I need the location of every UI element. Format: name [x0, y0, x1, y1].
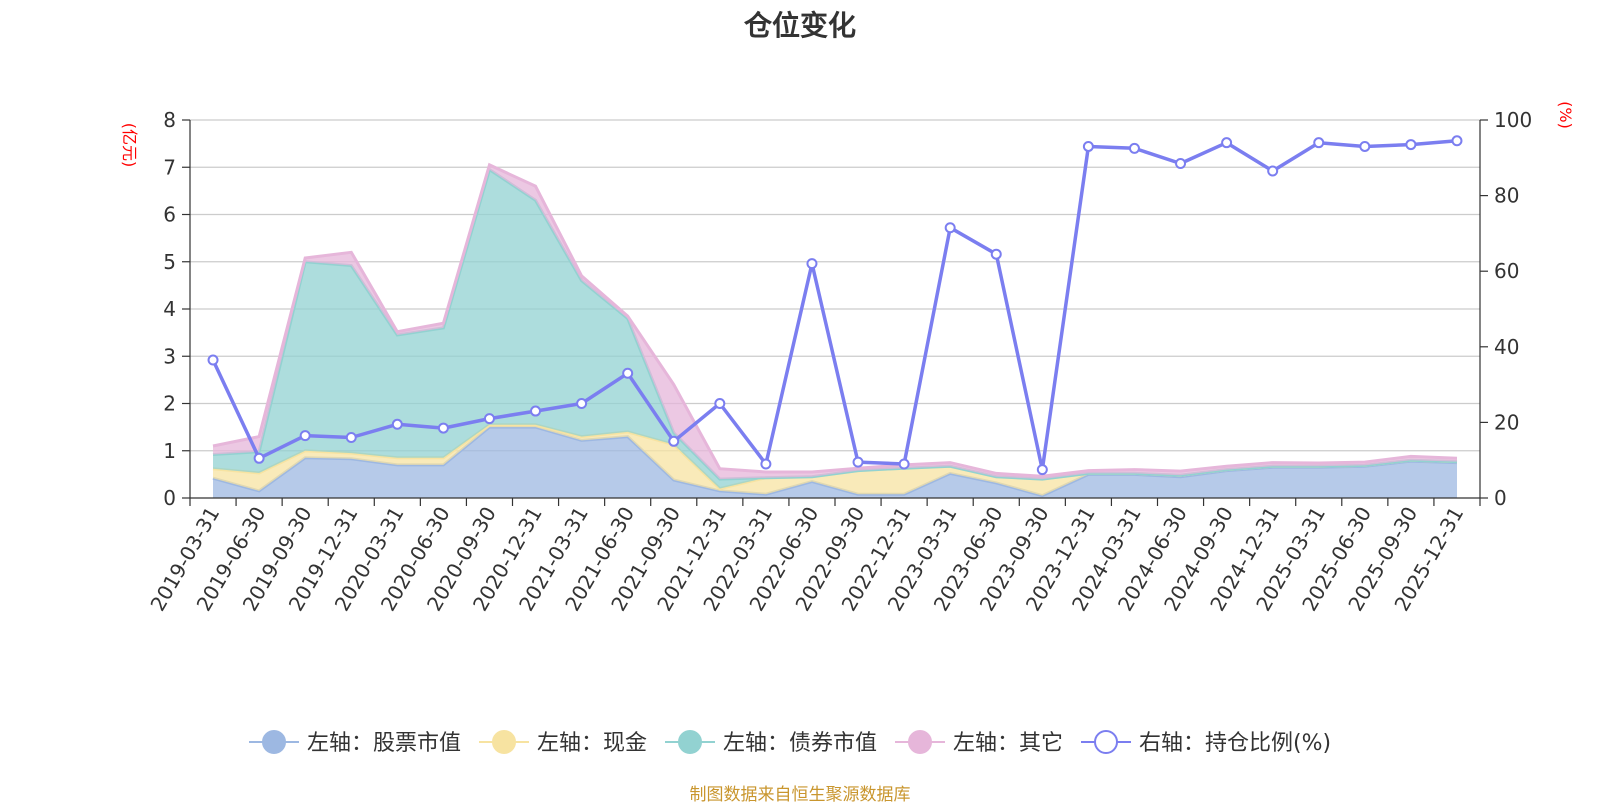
line-point — [437, 422, 449, 434]
line-point — [760, 458, 772, 470]
line-point — [1128, 142, 1140, 154]
line-point — [1082, 140, 1094, 152]
area-series — [213, 427, 1457, 498]
line-point — [1175, 157, 1187, 169]
line-point — [1359, 140, 1371, 152]
chart-title: 仓位变化 — [743, 9, 856, 42]
right-axis-tick-label: 80 — [1494, 184, 1519, 208]
area-series — [213, 169, 1457, 489]
legend-label: 左轴：股票市值 — [307, 731, 461, 756]
line-point — [1036, 464, 1048, 476]
right-axis-tick-label: 60 — [1494, 259, 1519, 283]
line-point — [345, 432, 357, 444]
line-point — [714, 398, 726, 409]
line-point — [1267, 165, 1279, 177]
left-axis-tick-label: 0 — [163, 486, 176, 510]
left-axis-unit: (亿元) — [120, 123, 139, 168]
legend: 左轴：股票市值 左轴：现金 左轴：债券市值 左轴：其它 右轴：持仓比例(%) — [249, 730, 1331, 756]
legend-item: 左轴：股票市值 — [249, 730, 461, 756]
source-note: 制图数据来自恒生聚源数据库 — [689, 785, 911, 805]
line-point — [944, 222, 956, 234]
line-point — [576, 398, 588, 409]
right-axis-tick-label: 40 — [1494, 335, 1519, 359]
left-axis-tick-label: 6 — [163, 203, 176, 227]
left-axis-tick-label: 7 — [163, 155, 176, 179]
line-point — [668, 435, 680, 447]
left-axis-tick-label: 5 — [163, 250, 176, 274]
right-axis-unit: (%) — [1556, 101, 1575, 129]
line-point — [1451, 135, 1463, 147]
legend-label: 右轴：持仓比例(%) — [1139, 731, 1331, 756]
left-axis-tick-label: 1 — [163, 439, 176, 463]
legend-swatch-marker — [1094, 730, 1118, 754]
line-point — [898, 458, 910, 470]
legend-item: 左轴：债券市值 — [665, 730, 877, 756]
right-axis-tick-label: 20 — [1494, 410, 1519, 434]
legend-swatch-marker — [262, 730, 286, 754]
legend-item: 左轴：现金 — [479, 730, 647, 756]
legend-swatch-marker — [492, 730, 516, 754]
left-axis-tick-label: 8 — [163, 108, 176, 132]
line-point — [253, 452, 265, 464]
line-point — [391, 418, 403, 430]
line-point — [1221, 137, 1233, 149]
line-point — [1313, 137, 1325, 149]
legend-label: 左轴：现金 — [537, 731, 647, 756]
legend-item: 左轴：其它 — [895, 730, 1063, 756]
line-point — [622, 367, 634, 379]
legend-swatch-marker — [678, 730, 702, 754]
left-axis-tick-label: 3 — [163, 344, 176, 368]
left-axis-tick-label: 4 — [163, 297, 176, 321]
right-axis-tick-label: 100 — [1494, 108, 1532, 132]
line-point — [990, 248, 1002, 260]
right-axis-tick-label: 0 — [1494, 486, 1507, 510]
left-axis-tick-label: 2 — [163, 392, 176, 416]
line-point — [852, 456, 864, 468]
line-series — [211, 139, 1458, 472]
area-series — [213, 424, 1457, 496]
legend-swatch-marker — [908, 730, 932, 754]
area-series-edge — [212, 162, 1458, 478]
line-point — [1405, 139, 1417, 151]
line-point — [483, 413, 495, 425]
legend-label: 左轴：债券市值 — [723, 731, 877, 756]
legend-item: 右轴：持仓比例(%) — [1081, 730, 1331, 756]
line-point — [530, 405, 542, 417]
line-point — [299, 430, 311, 442]
legend-label: 左轴：其它 — [953, 731, 1063, 756]
line-point — [207, 354, 219, 366]
line-point — [806, 258, 818, 270]
